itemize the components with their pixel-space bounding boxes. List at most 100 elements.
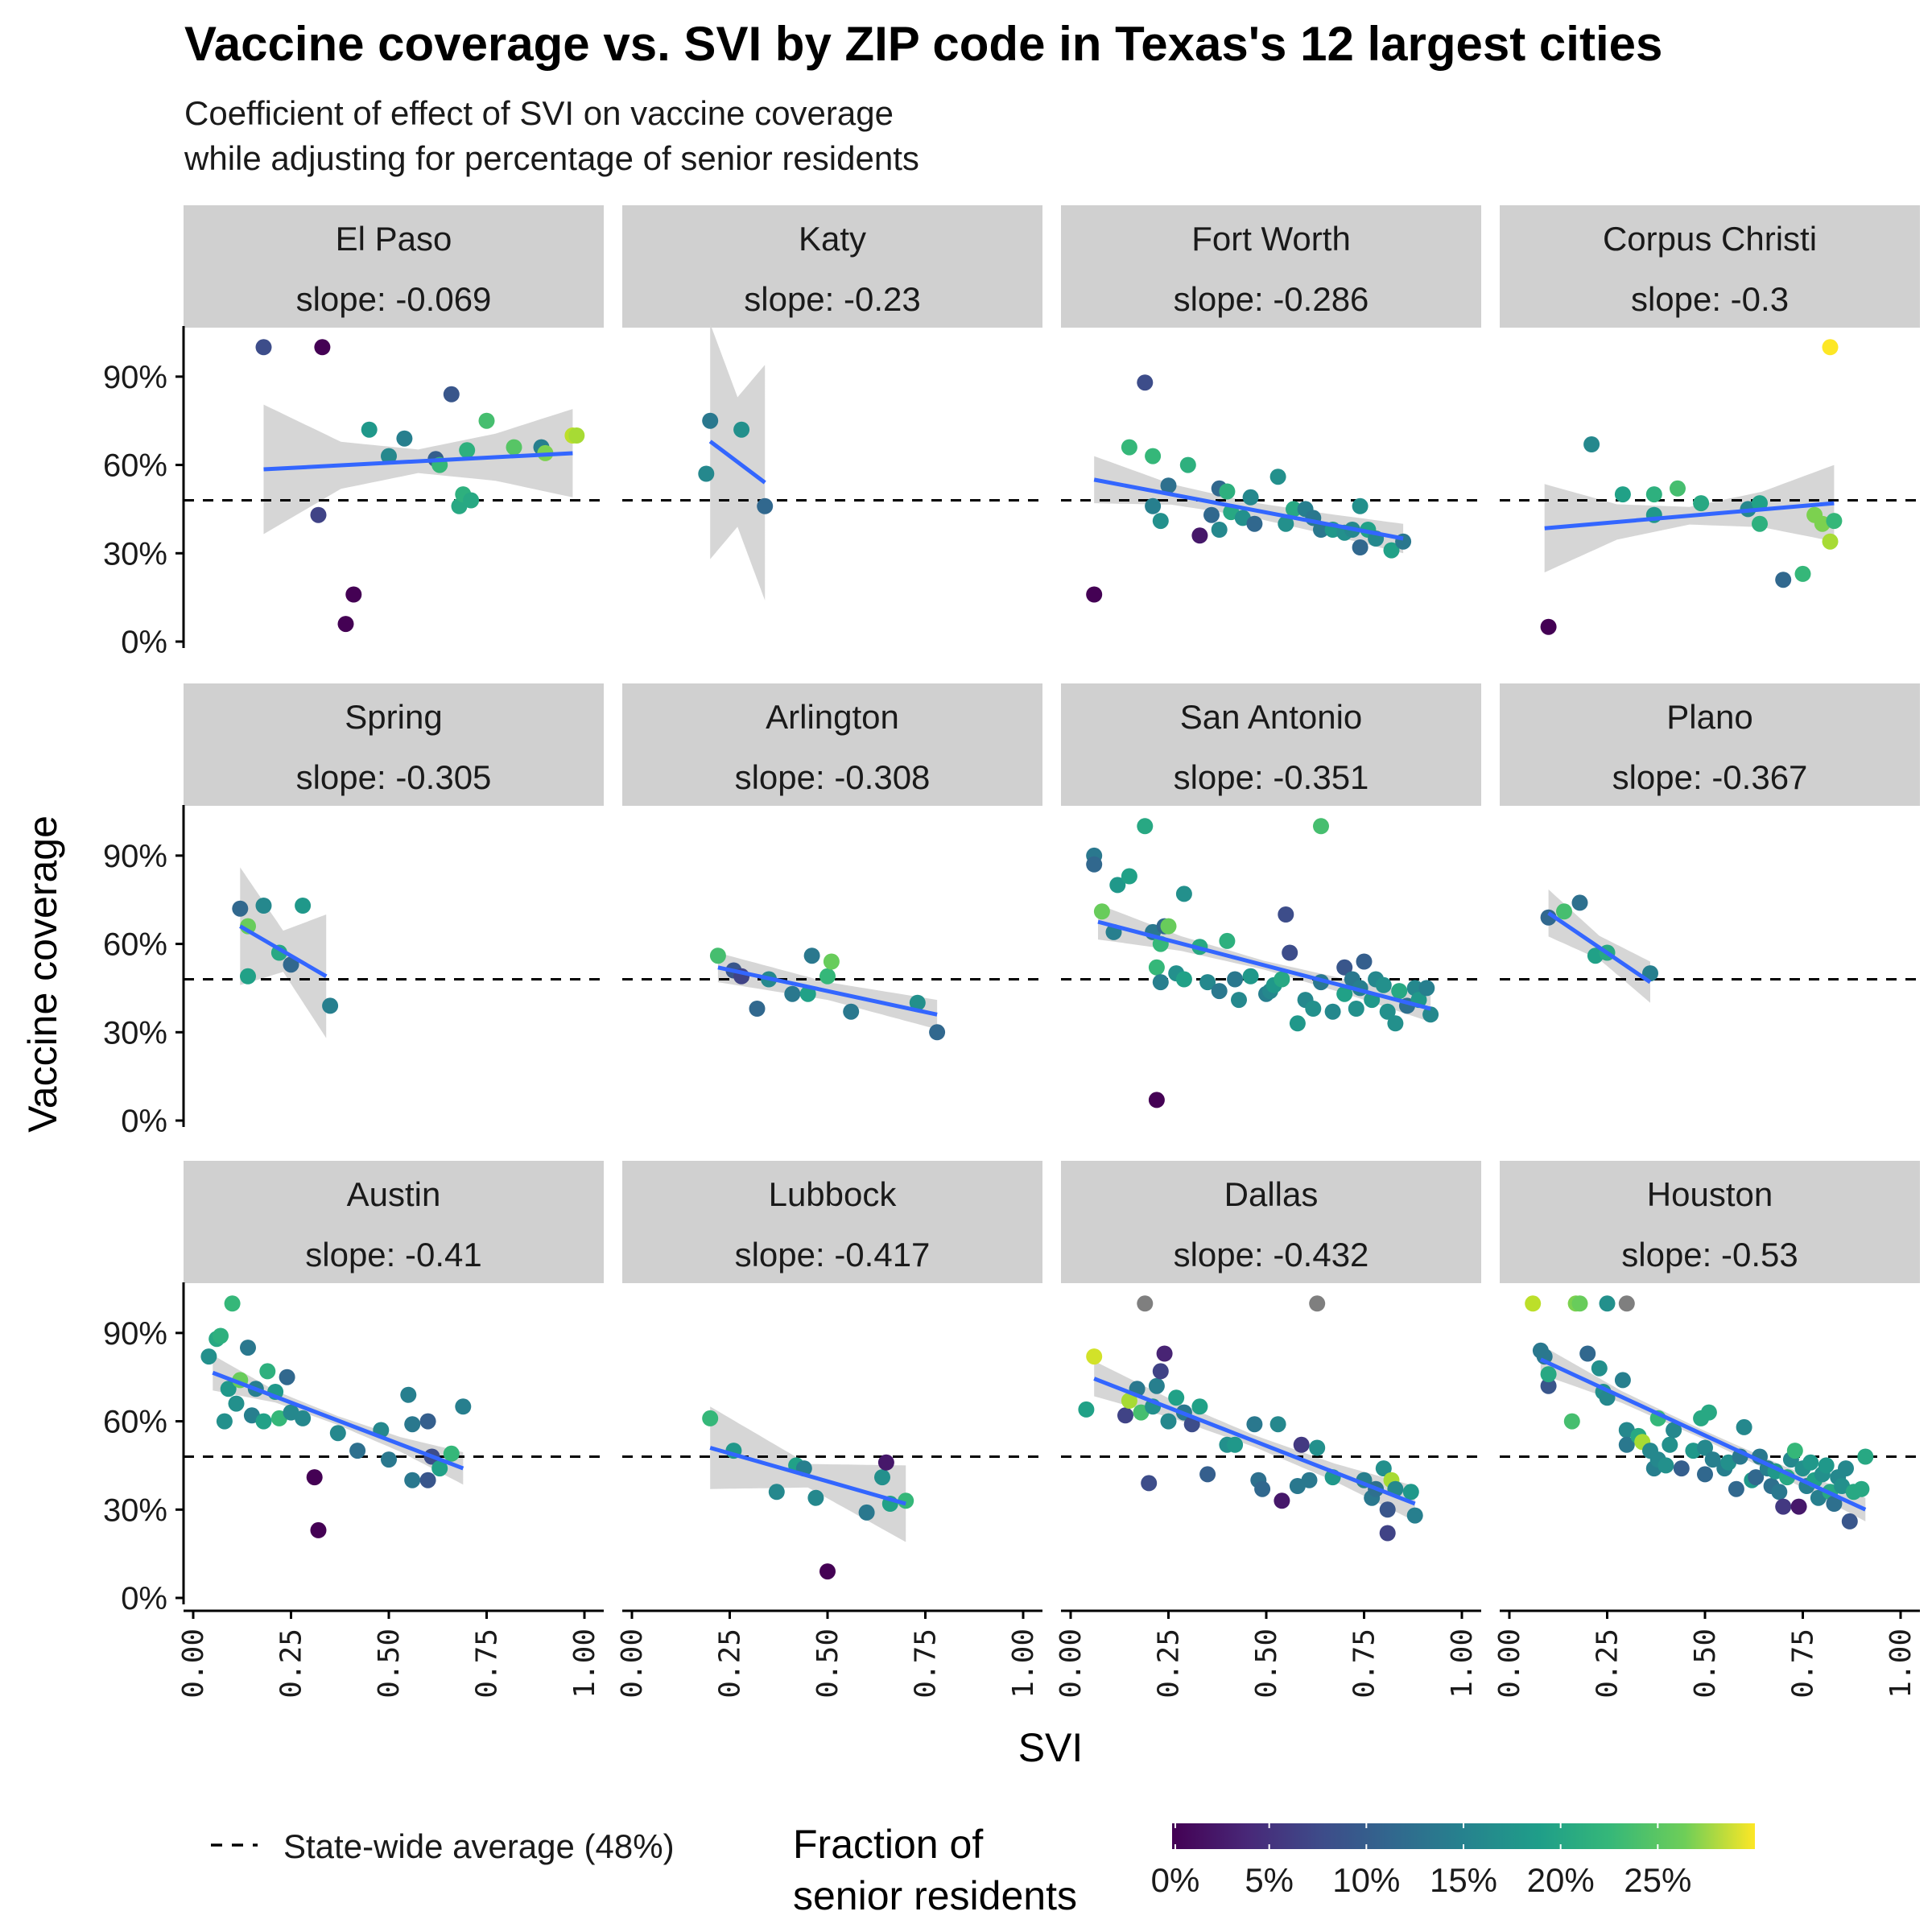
data-point [1662,1436,1678,1453]
data-point [1356,953,1373,970]
x-tick-label: 0.75 [910,1629,943,1699]
data-point [819,968,836,985]
data-point [1141,1475,1158,1492]
strip-slope-label: slope: -0.305 [296,758,492,796]
strip-city-label: Dallas [1224,1175,1319,1213]
data-point [1286,501,1302,518]
data-point [381,1451,397,1468]
data-point [1614,486,1631,503]
data-point [1826,1496,1843,1512]
x-tick-label: 0.25 [714,1629,747,1699]
strip-lubbock: Lubbock slope: -0.417 [622,1161,1042,1283]
data-point [1666,1422,1682,1439]
data-point [1175,886,1192,902]
data-point [443,386,460,402]
data-point [1231,992,1247,1009]
data-point [463,492,480,509]
data-point [1152,1363,1169,1380]
data-point [1148,1092,1165,1108]
data-point [843,1003,860,1020]
strip-slope-label: slope: -0.53 [1621,1236,1798,1274]
color-legend-title-line2: senior residents [793,1873,1077,1918]
panel-houston: Houston slope: -0.53 0.00 0.25 0.50 0.75 1.00 [1493,1161,1920,1699]
strip-background [1061,1161,1481,1283]
data-point [216,1413,233,1430]
regression-line [708,440,766,485]
data-point [1336,985,1353,1002]
data-point [1199,1466,1216,1483]
data-point [929,1024,946,1041]
strip-city-label: San Antonio [1180,698,1363,736]
strip-background [1500,205,1920,328]
data-point [909,994,926,1011]
data-point [757,497,774,514]
data-point [1309,1439,1326,1456]
data-point [1693,495,1710,512]
panel-corpus-christi: Corpus Christi slope: -0.3 [1500,205,1920,635]
color-legend-ticks: 0% 5% 10% 15% 20% 25% [1151,1823,1691,1899]
data-point [1145,497,1162,514]
data-point [1697,1439,1713,1456]
data-point [698,465,715,482]
data-point [1086,1348,1103,1365]
data-point [1775,572,1792,588]
data-point [1160,1413,1177,1430]
data-point [1673,1460,1690,1477]
y-tick-label: 90% [103,839,167,874]
data-point [1175,971,1192,988]
data-point [1752,515,1768,532]
data-point [1289,1015,1306,1032]
data-point [1145,448,1162,464]
data-point [1121,439,1137,456]
data-point [1278,906,1294,923]
data-point [1282,944,1298,961]
data-point [1822,339,1839,356]
strip-katy: Katy slope: -0.23 [622,205,1042,328]
strip-background [1500,683,1920,806]
data-point [1269,1416,1286,1433]
data-point [240,968,256,985]
chart-subtitle-line1: Coefficient of effect of SVI on vaccine … [184,94,894,132]
regression-line [1097,919,1431,1011]
strip-slope-label: slope: -0.286 [1174,280,1369,318]
data-point [459,442,476,459]
data-point [709,947,726,964]
color-legend-label: 5% [1245,1861,1294,1899]
x-axis-title: SVI [1018,1725,1084,1770]
y-tick-label: 90% [103,360,167,395]
data-point [733,421,750,438]
data-point [1857,1448,1874,1465]
data-point [1121,1393,1137,1409]
x-tick-label: 1.00 [1446,1629,1479,1699]
data-point [306,1469,323,1486]
panel-arlington: Arlington slope: -0.308 [622,683,1042,1041]
data-point [295,1410,312,1426]
y-tick-label: 30% [103,1492,167,1528]
data-point [1203,506,1220,523]
data-point [1618,1436,1635,1453]
data-point [283,956,299,973]
y-tick-label: 30% [103,1015,167,1051]
x-tick-label: 0.00 [177,1629,210,1699]
data-point [1199,974,1216,991]
data-point [1563,1413,1580,1430]
data-point [807,1489,824,1506]
y-tick-label: 0% [121,1581,167,1616]
data-point [255,339,272,356]
panel-dallas: Dallas slope: -0.432 0.00 0.25 0.50 0.75 1.00 [1055,1161,1481,1699]
strip-el-paso: El Paso slope: -0.069 [184,205,604,328]
data-point [1841,1513,1858,1530]
data-point [314,339,331,356]
strip-city-label: Fort Worth [1191,220,1351,258]
data-point [431,1460,448,1477]
regression-line [709,1446,906,1506]
data-point [1540,618,1557,635]
data-point [784,985,801,1002]
panel-katy: Katy slope: -0.23 [622,205,1042,601]
x-tick-label: 0.75 [1348,1629,1381,1699]
data-point [228,1395,245,1412]
strip-background [1061,205,1481,328]
data-point [1748,1469,1765,1486]
y-tick-label: 90% [103,1316,167,1352]
data-point [1160,477,1177,494]
